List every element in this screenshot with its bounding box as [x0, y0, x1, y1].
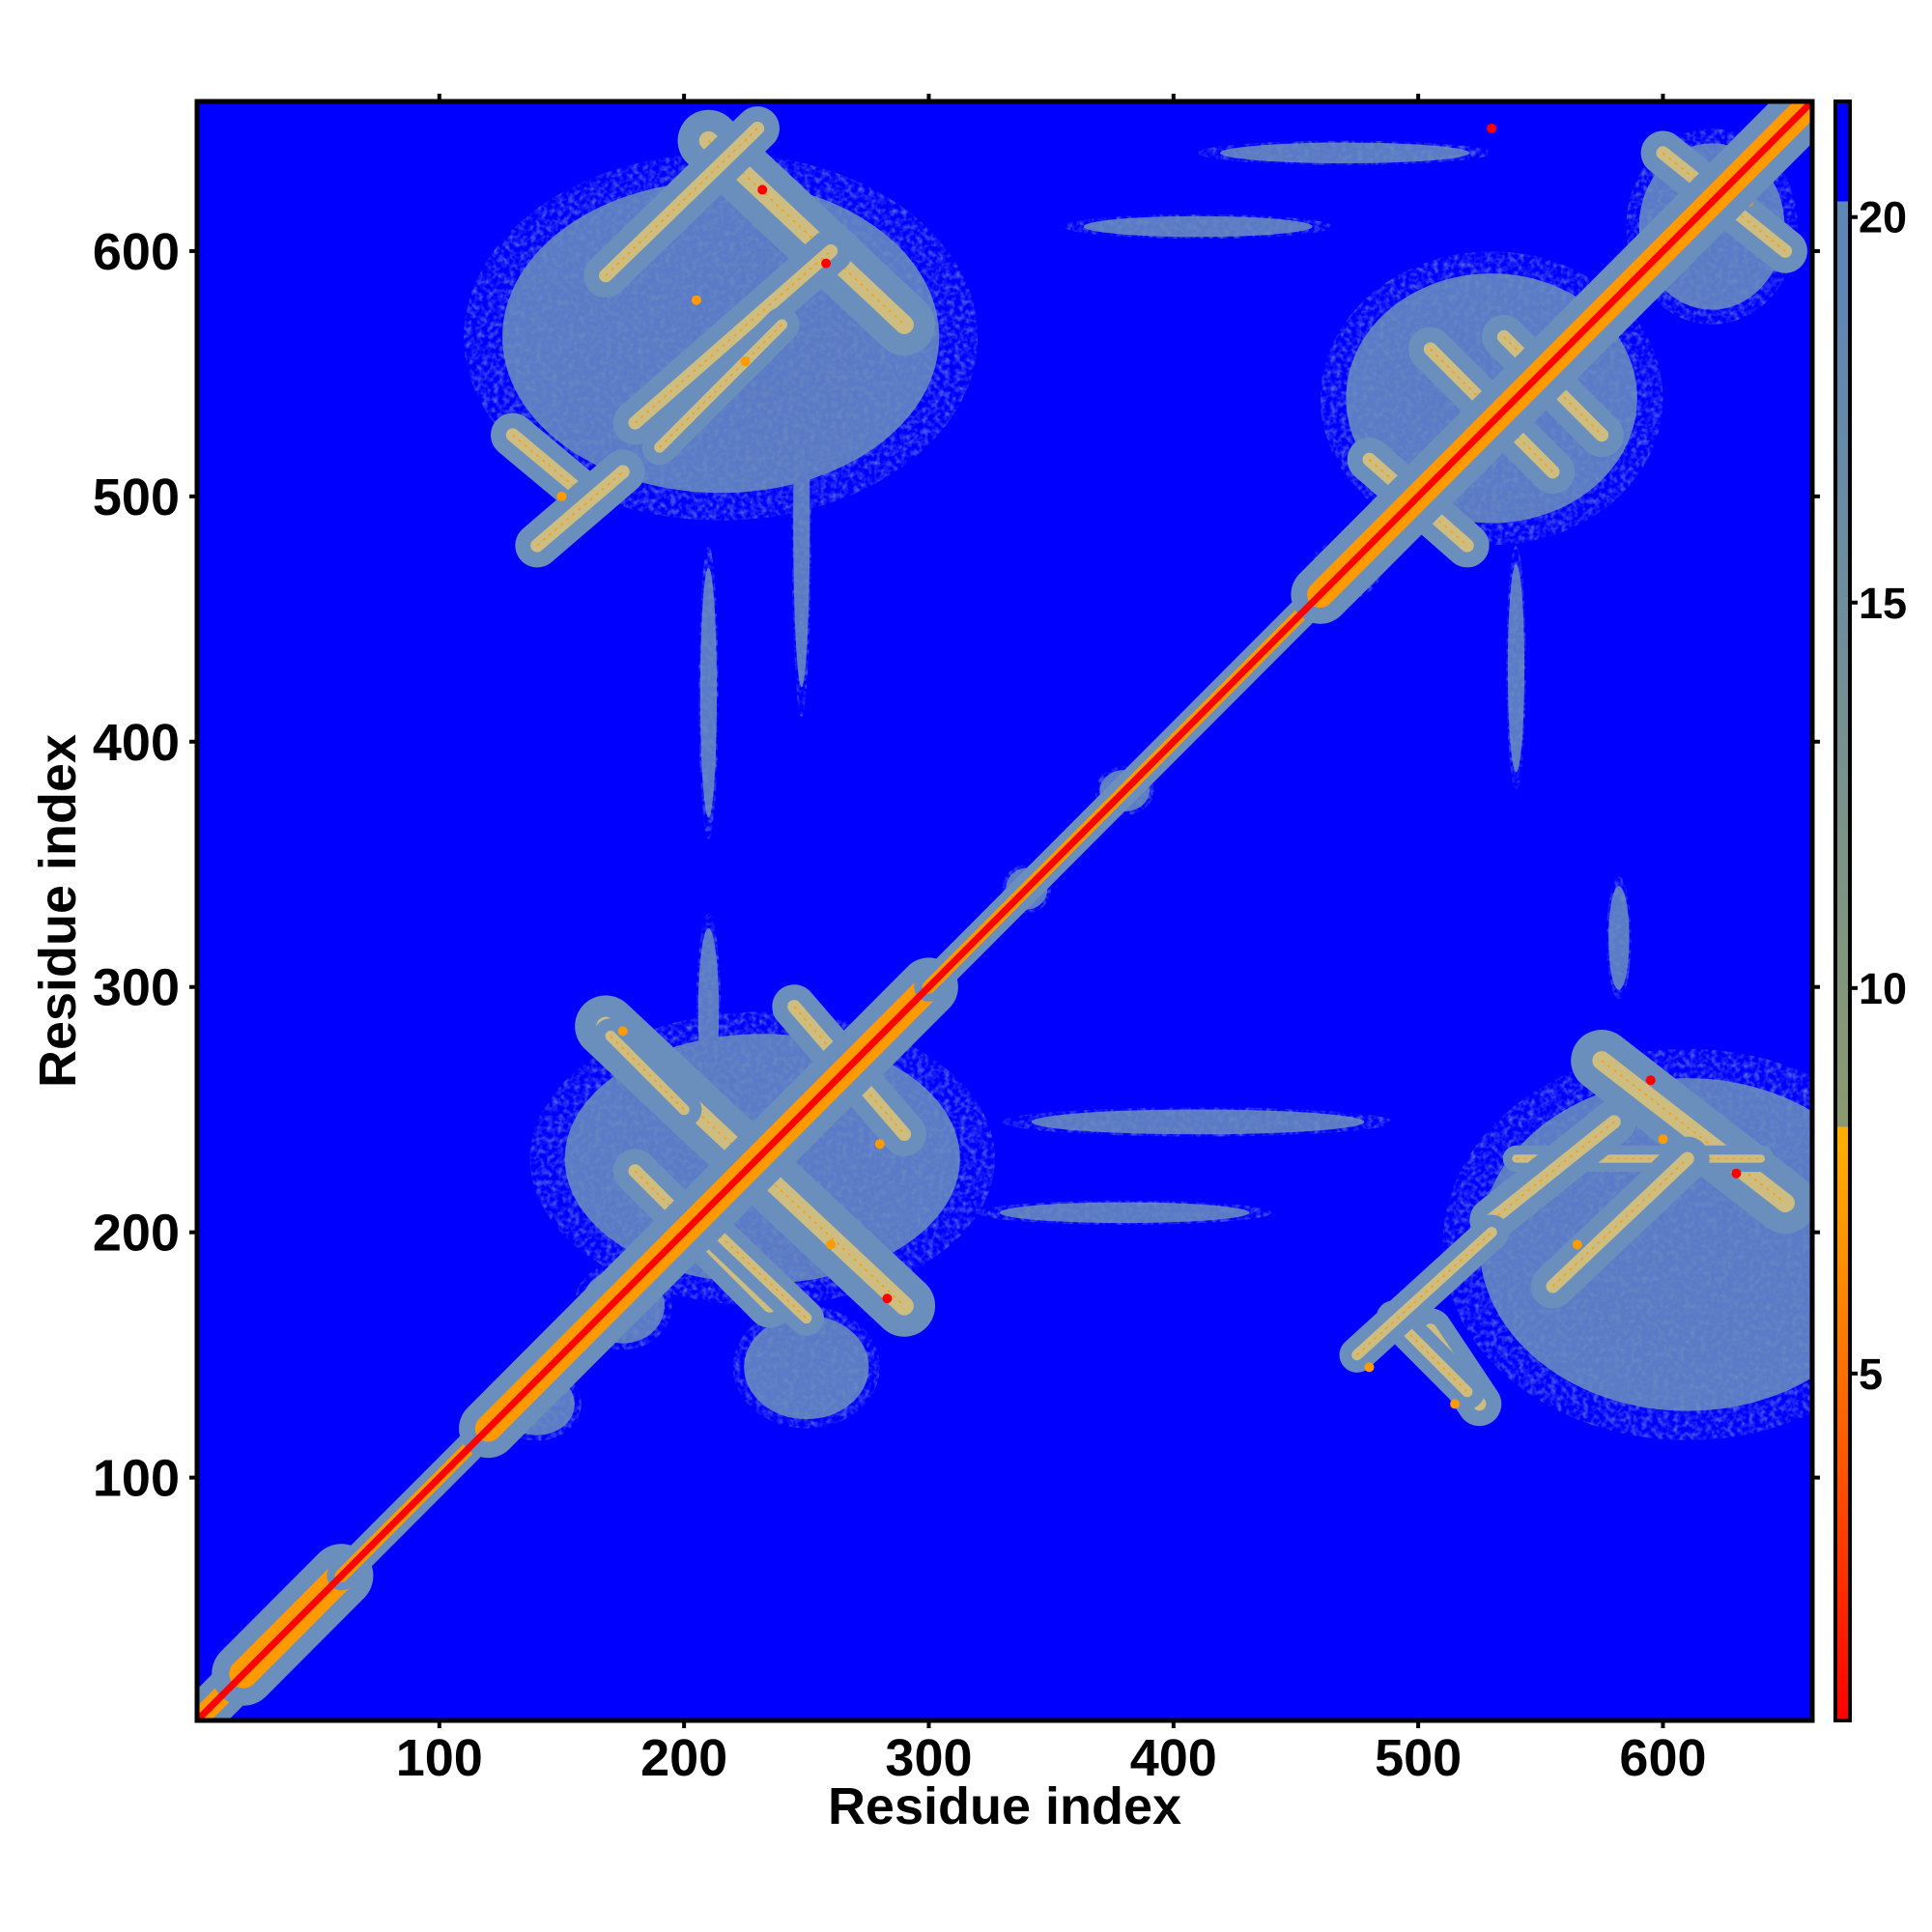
y-tick-label: 200	[93, 1205, 180, 1263]
contact-band	[1571, 1029, 1812, 1235]
contact-region-core	[699, 567, 718, 818]
contact-band-core	[1351, 1227, 1497, 1361]
contact-region-core	[793, 354, 810, 688]
contact-point	[1658, 1134, 1668, 1145]
contact-point	[617, 1026, 628, 1037]
x-axis: 100 200 300 400 500 600	[396, 94, 1707, 1787]
contact-point	[874, 1139, 885, 1150]
contact-band-center	[1491, 1121, 1615, 1221]
contact-point	[1450, 1399, 1461, 1409]
contact-point	[757, 185, 768, 195]
contact-band	[1530, 1136, 1710, 1309]
contact-band	[641, 306, 800, 466]
contact-point	[1364, 1362, 1375, 1373]
x-axis-title: Residue index	[828, 1777, 1181, 1835]
contact-region-core	[1219, 142, 1470, 164]
contact-band-core	[1546, 1151, 1694, 1293]
y-axis-title: Residue index	[29, 734, 87, 1088]
contact-band-core	[702, 1219, 812, 1324]
y-tick-label: 400	[93, 714, 180, 772]
colorbar: 5 10 15 20	[1833, 99, 1907, 1722]
x-tick-label: 300	[885, 1729, 972, 1787]
contact-band-center	[793, 1006, 905, 1135]
x-tick-label: 600	[1619, 1729, 1706, 1787]
contact-band-center	[634, 250, 832, 424]
contact-region-core	[1608, 886, 1630, 990]
contact-band-center	[605, 1025, 905, 1307]
plot-area	[194, 99, 1815, 1723]
contact-point	[556, 491, 567, 501]
contact-point	[1572, 1239, 1582, 1250]
contact-region-core	[1083, 215, 1313, 238]
colorbar-tick-label: 10	[1859, 964, 1907, 1013]
contact-band-center	[610, 1035, 685, 1111]
x-tick-label: 500	[1375, 1729, 1462, 1787]
contact-point	[691, 295, 701, 305]
contact-point	[882, 1293, 893, 1304]
y-tick-label: 100	[93, 1450, 180, 1508]
y-tick-label: 500	[93, 469, 180, 526]
contact-band-center	[659, 324, 783, 448]
contact-band-core	[599, 121, 765, 283]
contact-band	[1469, 1099, 1636, 1242]
x-tick-label: 200	[640, 1729, 727, 1787]
y-tick-label: 300	[93, 959, 180, 1017]
y-tick-label: 600	[93, 223, 180, 281]
x-tick-label: 400	[1130, 1729, 1217, 1787]
contact-point	[1731, 1168, 1742, 1179]
contact-band	[583, 106, 780, 298]
colorbar-tick-label: 5	[1859, 1350, 1883, 1399]
contact-region-core	[697, 927, 720, 1095]
contact-band	[612, 229, 853, 445]
plot-frame	[194, 99, 1815, 1723]
diagonal-core	[197, 101, 1812, 1720]
contact-region-core	[1031, 1109, 1365, 1135]
colorbar-tick-label: 20	[1859, 193, 1907, 242]
contact-region-core	[744, 1315, 869, 1420]
colorbar-ticks: 5 10 15 20	[1850, 193, 1907, 1399]
heatmap-layer	[197, 101, 1812, 1720]
contact-band-center	[1601, 1060, 1786, 1204]
contact-band-center	[1368, 459, 1468, 547]
contact-band	[592, 1018, 702, 1127]
colorbar-gradient	[1835, 101, 1850, 1720]
contact-region-core	[1507, 563, 1525, 773]
contact-point	[826, 1239, 837, 1250]
contact-point	[1645, 1075, 1656, 1086]
contact-band	[691, 1207, 825, 1336]
contact-point	[1487, 123, 1497, 133]
y-axis: 100 200 300 400 500 600	[93, 223, 1820, 1508]
contact-band	[515, 449, 645, 568]
contact-band	[1339, 1214, 1510, 1373]
contact-point	[740, 356, 751, 367]
colorbar-tick-label: 15	[1859, 579, 1907, 628]
colorbar-frame	[1833, 99, 1852, 1722]
contact-point	[821, 258, 832, 269]
contact-region-core	[999, 1202, 1250, 1224]
contact-band-center	[536, 470, 624, 547]
x-tick-label: 100	[396, 1729, 483, 1787]
